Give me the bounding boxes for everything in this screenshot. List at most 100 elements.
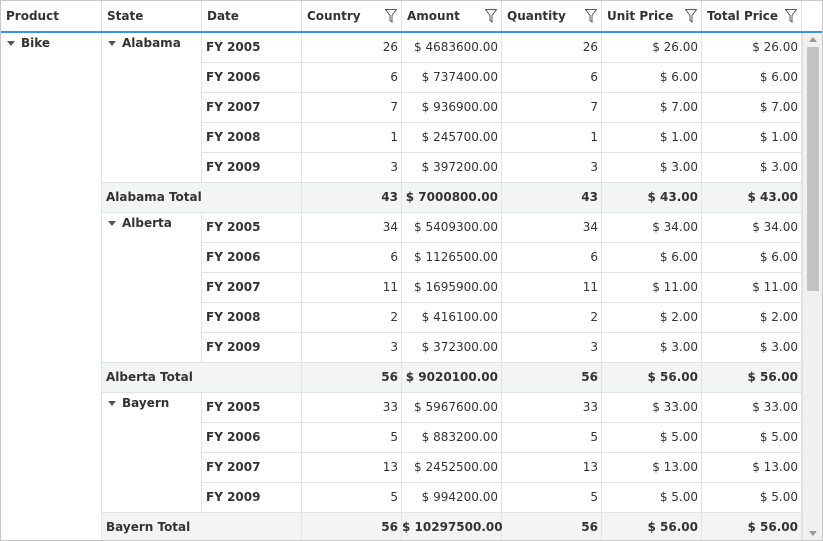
row-header-date[interactable]: FY 2008 — [202, 303, 302, 333]
value-cell-total-price: $ 26.00 — [702, 33, 802, 63]
row-header-date[interactable]: FY 2006 — [202, 243, 302, 273]
value-cell-unit-price: $ 13.00 — [602, 453, 702, 483]
total-cell-total-price: $ 43.00 — [702, 183, 802, 213]
value-cell-quantity: 5 — [502, 423, 602, 453]
value-cell-unit-price: $ 11.00 — [602, 273, 702, 303]
state-total-label: Alberta Total — [102, 363, 302, 393]
product-name: Bike — [21, 36, 51, 50]
state-total-label: Alabama Total — [102, 183, 302, 213]
collapse-triangle-down-icon[interactable] — [108, 40, 116, 46]
row-header-date[interactable]: FY 2006 — [202, 423, 302, 453]
value-cell-amount: $ 416100.00 — [402, 303, 502, 333]
column-header-country[interactable]: Country — [302, 1, 402, 31]
value-cell-quantity: 26 — [502, 33, 602, 63]
row-header-date[interactable]: FY 2008 — [202, 123, 302, 153]
value-cell-quantity: 33 — [502, 393, 602, 423]
value-cell-country: 33 — [302, 393, 402, 423]
total-cell-quantity: 56 — [502, 363, 602, 393]
filter-funnel-icon[interactable] — [585, 9, 597, 23]
column-header-label: State — [107, 9, 144, 23]
filter-funnel-icon[interactable] — [785, 9, 797, 23]
row-header-state[interactable]: Bayern — [102, 393, 202, 513]
state-name: Bayern — [122, 396, 170, 410]
filter-funnel-icon[interactable] — [685, 9, 697, 23]
value-cell-country: 5 — [302, 423, 402, 453]
grid-header: Product State Date Country Amount Quantity Uni… — [1, 1, 822, 33]
value-cell-total-price: $ 33.00 — [702, 393, 802, 423]
value-cell-country: 11 — [302, 273, 402, 303]
value-cell-unit-price: $ 6.00 — [602, 243, 702, 273]
product-group-label[interactable]: Bike — [1, 33, 101, 53]
state-group-label[interactable]: Alberta — [102, 213, 201, 233]
filter-funnel-icon[interactable] — [485, 9, 497, 23]
value-cell-amount: $ 245700.00 — [402, 123, 502, 153]
grid-body: Alabama FY 2005 26 $ 4683600.00 26 $ 26.00 $ 2… — [1, 33, 802, 540]
state-total-label: Bayern Total — [102, 513, 302, 540]
value-cell-unit-price: $ 5.00 — [602, 423, 702, 453]
value-cell-amount: $ 4683600.00 — [402, 33, 502, 63]
column-header-quantity[interactable]: Quantity — [502, 1, 602, 31]
column-header-product[interactable]: Product — [1, 1, 102, 31]
row-header-date[interactable]: FY 2007 — [202, 453, 302, 483]
column-header-state[interactable]: State — [102, 1, 202, 31]
total-cell-country: 56 — [302, 363, 402, 393]
value-cell-total-price: $ 2.00 — [702, 303, 802, 333]
value-cell-country: 1 — [302, 123, 402, 153]
scroll-up-arrow-icon[interactable] — [809, 37, 817, 42]
value-cell-quantity: 11 — [502, 273, 602, 303]
value-cell-quantity: 1 — [502, 123, 602, 153]
value-cell-amount: $ 737400.00 — [402, 63, 502, 93]
column-header-total-price[interactable]: Total Price — [702, 1, 802, 31]
column-header-label: Total Price — [707, 9, 779, 23]
value-cell-amount: $ 883200.00 — [402, 423, 502, 453]
value-cell-total-price: $ 11.00 — [702, 273, 802, 303]
value-cell-country: 2 — [302, 303, 402, 333]
row-header-date[interactable]: FY 2007 — [202, 273, 302, 303]
value-cell-total-price: $ 1.00 — [702, 123, 802, 153]
value-cell-quantity: 34 — [502, 213, 602, 243]
row-header-date[interactable]: FY 2009 — [202, 153, 302, 183]
state-group-label[interactable]: Bayern — [102, 393, 201, 413]
column-header-label: Product — [6, 9, 59, 23]
collapse-triangle-down-icon[interactable] — [108, 220, 116, 226]
value-cell-amount: $ 936900.00 — [402, 93, 502, 123]
column-header-amount[interactable]: Amount — [402, 1, 502, 31]
column-header-unit-price[interactable]: Unit Price — [602, 1, 702, 31]
vertical-scrollbar[interactable] — [802, 33, 822, 540]
row-header-date[interactable]: FY 2009 — [202, 333, 302, 363]
column-header-date[interactable]: Date — [202, 1, 302, 31]
collapse-triangle-down-icon[interactable] — [108, 400, 116, 406]
row-header-state[interactable]: Alabama — [102, 33, 202, 183]
value-cell-total-price: $ 7.00 — [702, 93, 802, 123]
scroll-down-arrow-icon[interactable] — [809, 531, 817, 536]
value-cell-country: 6 — [302, 243, 402, 273]
value-cell-total-price: $ 6.00 — [702, 243, 802, 273]
value-cell-country: 34 — [302, 213, 402, 243]
total-cell-unit-price: $ 56.00 — [602, 513, 702, 540]
state-group-label[interactable]: Alabama — [102, 33, 201, 53]
value-cell-amount: $ 397200.00 — [402, 153, 502, 183]
value-cell-amount: $ 5967600.00 — [402, 393, 502, 423]
value-cell-total-price: $ 6.00 — [702, 63, 802, 93]
value-cell-quantity: 6 — [502, 63, 602, 93]
value-cell-unit-price: $ 1.00 — [602, 123, 702, 153]
scrollbar-thumb[interactable] — [807, 47, 819, 291]
row-header-date[interactable]: FY 2009 — [202, 483, 302, 513]
state-name: Alabama — [122, 36, 181, 50]
row-header-date[interactable]: FY 2005 — [202, 213, 302, 243]
value-cell-total-price: $ 34.00 — [702, 213, 802, 243]
total-cell-unit-price: $ 43.00 — [602, 183, 702, 213]
row-header-date[interactable]: FY 2005 — [202, 33, 302, 63]
row-header-state[interactable]: Alberta — [102, 213, 202, 363]
collapse-triangle-down-icon[interactable] — [7, 40, 15, 46]
value-cell-amount: $ 5409300.00 — [402, 213, 502, 243]
filter-funnel-icon[interactable] — [385, 9, 397, 23]
row-header-date[interactable]: FY 2007 — [202, 93, 302, 123]
total-cell-total-price: $ 56.00 — [702, 363, 802, 393]
value-cell-quantity: 7 — [502, 93, 602, 123]
row-header-date[interactable]: FY 2006 — [202, 63, 302, 93]
row-header-product[interactable]: Bike — [1, 33, 102, 540]
row-header-date[interactable]: FY 2005 — [202, 393, 302, 423]
value-cell-total-price: $ 5.00 — [702, 423, 802, 453]
